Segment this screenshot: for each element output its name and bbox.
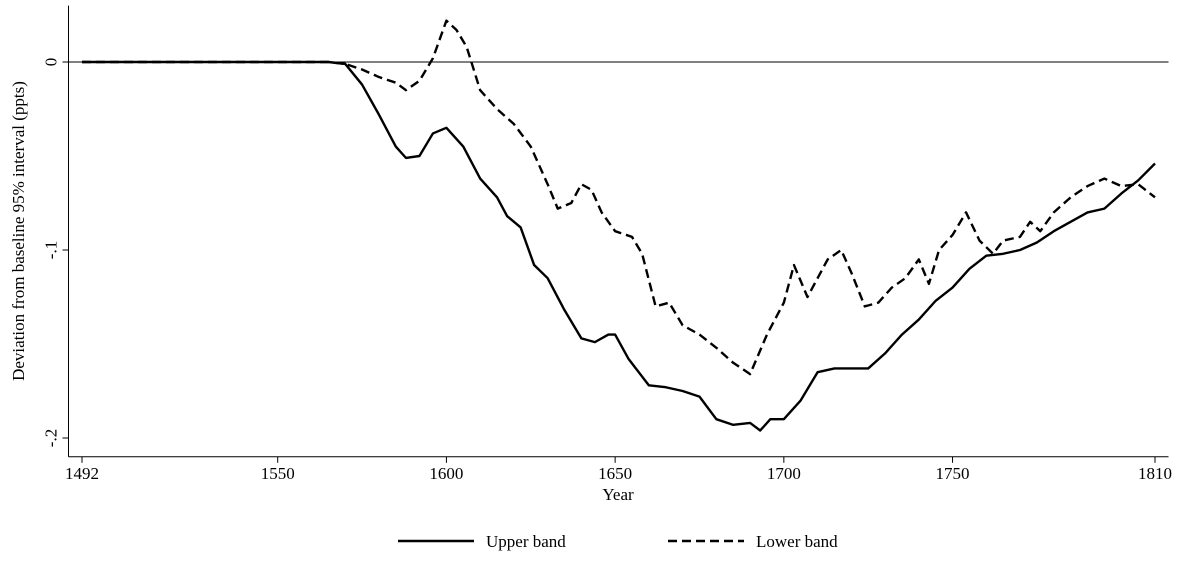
legend-label: Lower band	[756, 532, 838, 551]
x-tick-label: 1550	[261, 464, 295, 483]
y-tick-label: -.2	[42, 429, 61, 447]
x-tick-label: 1600	[429, 464, 463, 483]
x-axis-label: Year	[602, 485, 634, 504]
x-tick-label: 1650	[598, 464, 632, 483]
y-axis-label: Deviation from baseline 95% interval (pp…	[9, 81, 28, 381]
data-line	[82, 60, 1156, 432]
data-line	[82, 19, 1156, 376]
x-tick-label: 1810	[1138, 464, 1172, 483]
x-tick-label: 1492	[65, 464, 99, 483]
legend-label: Upper band	[486, 532, 566, 551]
y-tick-label: -.1	[42, 241, 61, 259]
x-tick-label: 1700	[767, 464, 801, 483]
x-tick-label: 1750	[936, 464, 970, 483]
y-tick-label: 0	[42, 58, 61, 67]
